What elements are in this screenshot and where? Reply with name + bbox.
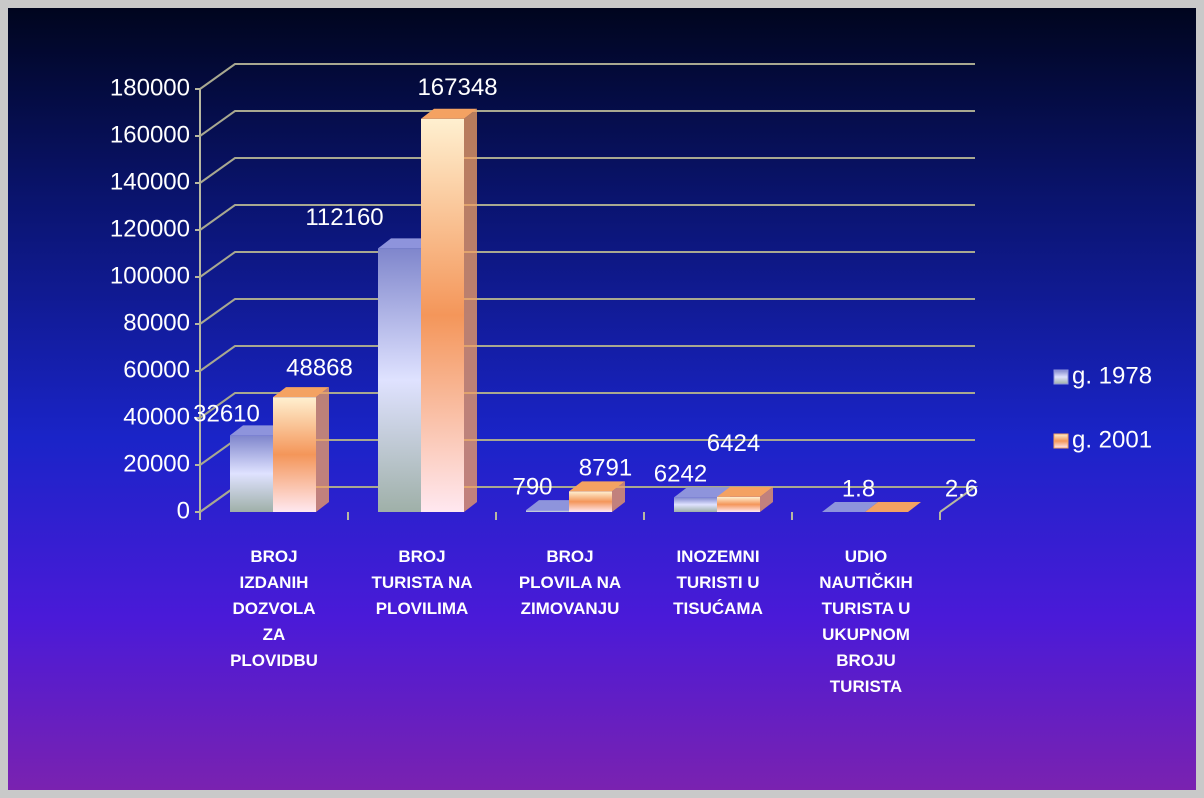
bar-top (822, 501, 878, 512)
y-tick-label: 60000 (123, 356, 190, 383)
grid-line (199, 157, 975, 184)
x-tick-label: BROJ PLOVILA NA ZIMOVANJU (518, 547, 622, 618)
data-label: 8791 (579, 455, 632, 482)
bar-top (717, 486, 773, 497)
data-label: 48868 (286, 355, 353, 382)
data-label: 790 (512, 473, 552, 500)
data-label: 112160 (305, 204, 383, 231)
y-tick-label: 160000 (110, 121, 190, 148)
y-tick-label: 20000 (123, 450, 190, 477)
grid-line (199, 204, 975, 231)
bar-top (526, 500, 582, 511)
y-tick-label: 120000 (110, 215, 190, 242)
bar (230, 435, 273, 512)
bar-top (378, 238, 434, 249)
grid-line (199, 392, 975, 419)
grid-line (199, 110, 975, 137)
bar-side (908, 501, 921, 512)
legend-swatch (1053, 369, 1069, 385)
bar (273, 397, 316, 512)
legend-label: g. 1978 (1072, 362, 1152, 389)
x-tick-label: BROJ IZDANIH DOZVOLA ZA PLOVIDBU (230, 547, 318, 670)
legend-label: g. 2001 (1072, 426, 1152, 453)
y-tick-label: 140000 (110, 168, 190, 195)
grid-line (199, 345, 975, 372)
data-label: 2.6 (945, 475, 978, 502)
grid-line (199, 251, 975, 278)
bar-side (316, 387, 329, 512)
chart-canvas: 0 20000 40000 60000 80000 100000 120000 140000 1… (110, 63, 1152, 524)
y-tick-label: 100000 (110, 262, 190, 289)
chart: 0 20000 40000 60000 80000 100000 120000 140000 1… (8, 8, 1196, 790)
bar-top (421, 108, 477, 119)
bar (526, 510, 569, 512)
grid-line (199, 298, 975, 325)
legend-swatch (1053, 433, 1069, 449)
bar-top (569, 481, 625, 492)
y-tick-label: 80000 (123, 309, 190, 336)
bar-side (464, 108, 477, 512)
bar-top (230, 425, 286, 436)
data-label: 6424 (707, 430, 760, 457)
bar (674, 497, 717, 512)
bar (569, 491, 612, 512)
x-tick-label: BROJ TURISTA NA PLOVILIMA (371, 547, 473, 618)
x-tick-label: INOZEMNI TURISTI U TISUĆAMA (673, 547, 763, 618)
bar-side (612, 481, 625, 512)
bar-top (865, 501, 921, 512)
y-tick-label: 40000 (123, 403, 190, 430)
data-label: 6242 (654, 461, 707, 488)
bar-top (273, 387, 329, 398)
bar (421, 118, 464, 512)
grid-line (199, 63, 975, 90)
data-label: 32610 (193, 401, 260, 428)
bar (717, 496, 760, 512)
data-label: 1.8 (842, 475, 875, 502)
bar (378, 248, 421, 512)
x-tick-label: UDIO NAUTIČKIH TURISTA U UKUPNOM BROJU T… (819, 547, 913, 696)
bar-side (760, 486, 773, 512)
y-tick-label: 180000 (110, 74, 190, 101)
bar-top (674, 487, 730, 498)
y-tick-label: 0 (177, 497, 190, 524)
data-label: 167348 (417, 74, 497, 101)
